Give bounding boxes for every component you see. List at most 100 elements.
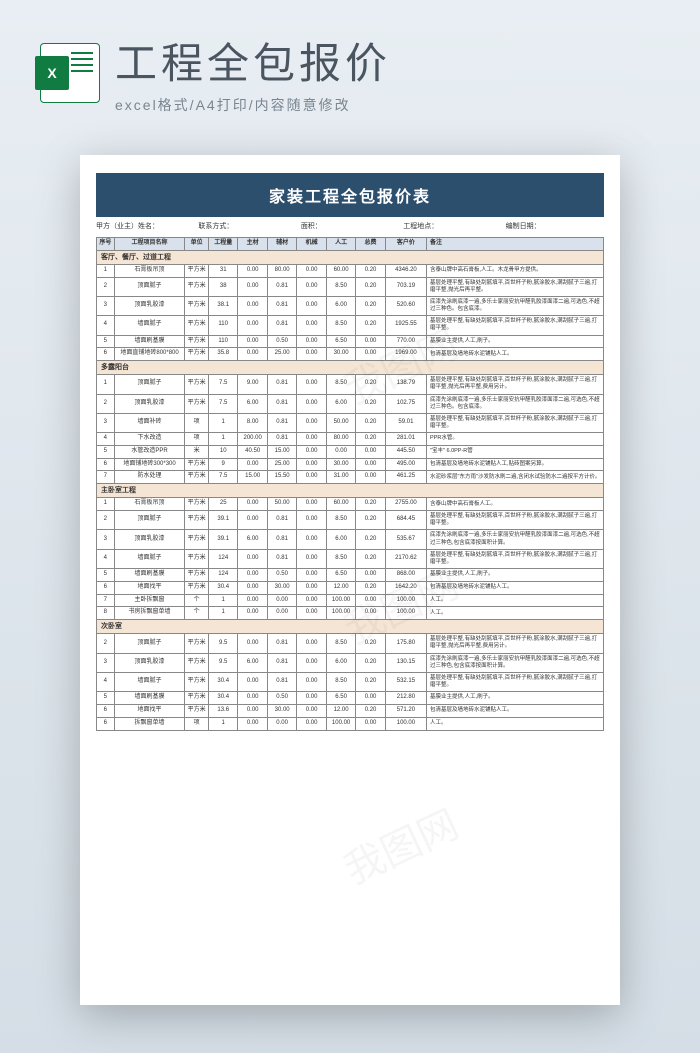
section-name: 多露阳台 xyxy=(97,361,604,375)
cell: 0.00 xyxy=(238,348,267,361)
cell: 110 xyxy=(208,316,237,335)
cell: 0.00 xyxy=(238,458,267,471)
cell: 80.00 xyxy=(267,264,296,277)
cell: 0.81 xyxy=(267,549,296,568)
cell: 平方米 xyxy=(185,498,209,511)
cell: 人工。 xyxy=(427,717,604,730)
cell: 100.00 xyxy=(385,717,426,730)
cell: 30.4 xyxy=(208,581,237,594)
cell: 墙面腻子 xyxy=(114,316,185,335)
cell: 平方米 xyxy=(185,264,209,277)
cell: 6.50 xyxy=(326,692,355,705)
cell: 个 xyxy=(185,607,209,620)
cell: 1 xyxy=(208,433,237,446)
cell: 684.45 xyxy=(385,511,426,530)
cell: 底漆先涂刷底漆一遍,多乐士家丽安抗甲醛乳胶漆面漆二遍,可选色,不超过三种色,包含… xyxy=(427,653,604,672)
cell: 0.00 xyxy=(297,607,326,620)
cell: 8 xyxy=(97,607,115,620)
col-note: 备注 xyxy=(427,238,604,251)
cell: 1 xyxy=(208,717,237,730)
cell: 基膜业主提供,人工,刷子。 xyxy=(427,692,604,705)
col-mach: 机械 xyxy=(297,238,326,251)
cell: 0.00 xyxy=(356,458,385,471)
cell: 0.81 xyxy=(267,511,296,530)
cell: 0.20 xyxy=(356,375,385,394)
table-header-row: 序号 工程项目名称 单位 工程量 主材 辅材 机械 人工 总费 客户价 备注 xyxy=(97,238,604,251)
cell: 0.20 xyxy=(356,394,385,413)
cell: 0.00 xyxy=(238,264,267,277)
cell: 2755.00 xyxy=(385,498,426,511)
table-row: 3顶面乳胶漆平方米39.16.000.810.006.000.20535.67底… xyxy=(97,530,604,549)
cell: 地面铺地砖300*300 xyxy=(114,458,185,471)
cell: 0.00 xyxy=(297,634,326,653)
cell: 0.20 xyxy=(356,433,385,446)
cell: 0.20 xyxy=(356,581,385,594)
big-title: 工程全包报价 xyxy=(115,30,660,91)
cell: 平方米 xyxy=(185,348,209,361)
cell: 0.00 xyxy=(238,672,267,691)
cell: 0.20 xyxy=(356,264,385,277)
cell: 主卧拆飘窗 xyxy=(114,594,185,607)
table-row: 2顶面腻子平方米9.50.000.810.008.500.20175.80基层处… xyxy=(97,634,604,653)
cell: 平方米 xyxy=(185,471,209,484)
cell: 60.00 xyxy=(326,264,355,277)
cell: 墙面腻子 xyxy=(114,549,185,568)
cell: 书房拆飘窗单墙 xyxy=(114,607,185,620)
cell: 0.00 xyxy=(356,717,385,730)
cell: 1642.20 xyxy=(385,581,426,594)
cell: 包清基层及墙地砖水泥铺贴人工。 xyxy=(427,581,604,594)
cell: 2170.62 xyxy=(385,549,426,568)
section-name: 客厅、餐厅、过道工程 xyxy=(97,250,604,264)
cell: 下水改造 xyxy=(114,433,185,446)
cell: 平方米 xyxy=(185,549,209,568)
cell: 30.00 xyxy=(267,581,296,594)
cell: 0.81 xyxy=(267,413,296,432)
cell: 102.75 xyxy=(385,394,426,413)
cell: 4 xyxy=(97,549,115,568)
table-row: 5墙面刷基膜平方米1100.000.500.006.500.00770.00基膜… xyxy=(97,335,604,348)
table-row: 1石膏板吊顶平方米310.0080.000.0060.000.204346.20… xyxy=(97,264,604,277)
cell: 底漆先涂刷底漆一遍,多乐士家丽安抗甲醛乳胶漆面漆二遍,可选色,不超过三种色。包含… xyxy=(427,394,604,413)
cell: 拆飘窗单墙 xyxy=(114,717,185,730)
cell: 0.00 xyxy=(297,335,326,348)
cell: 0.00 xyxy=(297,375,326,394)
cell: 0.81 xyxy=(267,672,296,691)
cell: 0.00 xyxy=(297,296,326,315)
col-labor: 人工 xyxy=(326,238,355,251)
info-location: 工程地点： xyxy=(403,221,501,231)
cell: 0.00 xyxy=(238,594,267,607)
cell: 12.00 xyxy=(326,704,355,717)
cell: 9.00 xyxy=(238,375,267,394)
cell: 0.81 xyxy=(267,375,296,394)
cell: 15.00 xyxy=(238,471,267,484)
section-name: 主卧室工程 xyxy=(97,484,604,498)
table-row: 6地面找平平方米13.60.0030.000.0012.000.20571.20… xyxy=(97,704,604,717)
cell: 2 xyxy=(97,277,115,296)
cell: 0.50 xyxy=(267,692,296,705)
cell: 281.01 xyxy=(385,433,426,446)
cell: 7 xyxy=(97,594,115,607)
cell: 8.50 xyxy=(326,549,355,568)
cell: 0.00 xyxy=(238,335,267,348)
cell: 顶面腻子 xyxy=(114,277,185,296)
cell: 6 xyxy=(97,704,115,717)
cell: 0.20 xyxy=(356,277,385,296)
cell: 31 xyxy=(208,264,237,277)
cell: 4 xyxy=(97,433,115,446)
page-header: X 工程全包报价 excel格式/A4打印/内容随意修改 xyxy=(0,0,700,135)
cell: 0.00 xyxy=(267,607,296,620)
cell: 0.00 xyxy=(297,458,326,471)
cell: 35.8 xyxy=(208,348,237,361)
cell: 0.00 xyxy=(238,581,267,594)
cell: 6 xyxy=(97,581,115,594)
cell: 200.00 xyxy=(238,433,267,446)
document-sheet: 我图网 我图网 我图网 家装工程全包报价表 甲方（业主）姓名： 联系方式： 面积… xyxy=(80,155,620,1005)
cell: 顶面乳胶漆 xyxy=(114,530,185,549)
cell: 基层处理平整,有缺处刮腻填平,百世杯子粉,腻涂胶水,满刮腻子三遍,打磨平整。 xyxy=(427,549,604,568)
cell: 6.00 xyxy=(238,394,267,413)
cell: 平方米 xyxy=(185,634,209,653)
cell: 0.81 xyxy=(267,296,296,315)
cell: 3 xyxy=(97,413,115,432)
cell: 59.01 xyxy=(385,413,426,432)
cell: 0.00 xyxy=(238,717,267,730)
